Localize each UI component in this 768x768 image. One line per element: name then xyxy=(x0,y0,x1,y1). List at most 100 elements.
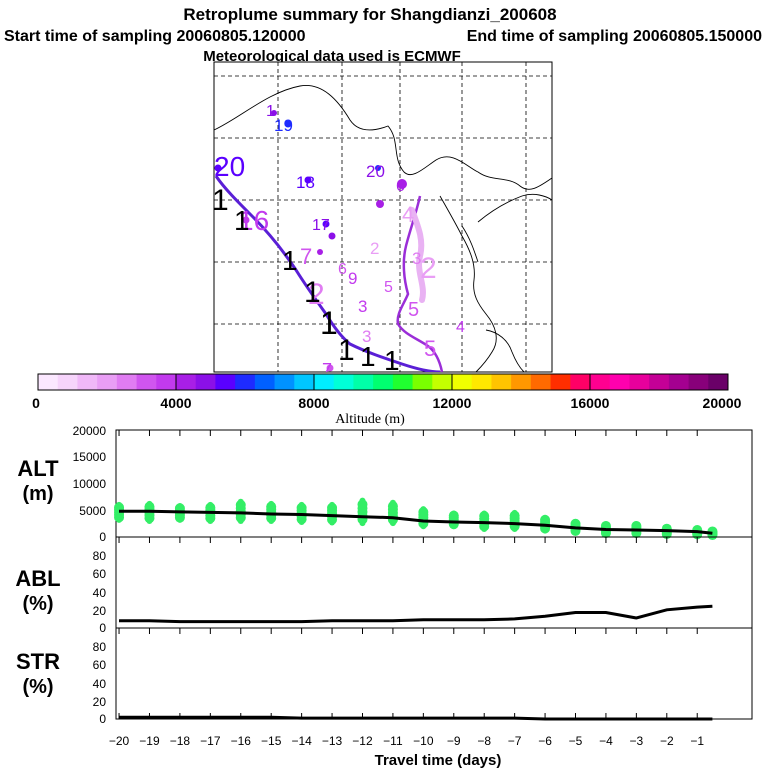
map-label: 2 xyxy=(308,278,325,311)
colorbar-cell xyxy=(156,374,177,390)
map-label: 20 xyxy=(214,151,245,182)
map-glyph-clusters: 1 1 1 1 1 1 1 1 xyxy=(214,184,400,372)
abl-line xyxy=(119,604,713,624)
alt-ytick: 0 xyxy=(99,530,106,544)
colorbar-cell xyxy=(392,374,413,390)
map-label: 5 xyxy=(424,336,436,361)
alt-point xyxy=(146,500,153,507)
map-label: 7 xyxy=(322,360,332,380)
abl-ytick: 20 xyxy=(93,604,107,618)
map-frame xyxy=(213,61,553,373)
map-label: 2 xyxy=(420,252,437,285)
map-panel: 1 19 20 18 20 6 17 16 7 4 2 3 6 9 5 3 5 … xyxy=(213,61,553,380)
colorbar-cell xyxy=(688,374,709,390)
alt-median-line xyxy=(119,509,713,535)
alt-point xyxy=(116,501,123,508)
str-frame xyxy=(115,627,753,720)
alt-point xyxy=(663,524,670,531)
alt-ytick: 5000 xyxy=(79,504,106,518)
map-label: 3 xyxy=(362,327,371,346)
map-glyph: 1 xyxy=(234,205,250,236)
colorbar-cells xyxy=(38,374,729,390)
secondary-track xyxy=(396,195,444,372)
met-data: Meteorological data used is ECMWF xyxy=(203,48,461,65)
colorbar-cell xyxy=(708,374,729,390)
colorbar-cell xyxy=(116,374,137,390)
str-ytick: 80 xyxy=(93,640,107,654)
map-glyph: 1 xyxy=(282,245,298,276)
map-glyph: 1 xyxy=(320,305,338,341)
colorbar-cell xyxy=(333,374,354,390)
map-trajectory-numbers: 1 19 20 18 20 6 17 16 7 4 2 3 6 9 5 3 5 … xyxy=(214,103,465,380)
map-label: 6 xyxy=(396,178,405,195)
figure-title: Retroplume summary for Shangdianzi_20060… xyxy=(183,5,556,24)
alt-point xyxy=(237,498,244,505)
alt-point xyxy=(298,501,305,508)
str-ytick: 0 xyxy=(99,712,106,726)
map-coastlines xyxy=(214,85,552,372)
map-gridlines xyxy=(214,62,552,372)
abl-panel: ABL (%) 80 60 40 20 0 xyxy=(15,536,753,635)
colorbar-cell xyxy=(97,374,118,390)
alt-panel: ALT (m) 20000 15000 10000 5000 0 xyxy=(17,424,753,544)
colorbar-cell xyxy=(511,374,532,390)
map-label: 9 xyxy=(348,269,357,288)
x-tick-label: −3 xyxy=(630,734,644,748)
map-glyph: 1 xyxy=(338,334,355,367)
colorbar-cell xyxy=(668,374,689,390)
abl-ytick: 0 xyxy=(99,621,106,635)
alt-point xyxy=(329,501,336,508)
map-label: 1 xyxy=(266,103,275,120)
colorbar-cell xyxy=(530,374,551,390)
map-label: 17 xyxy=(312,217,330,234)
colorbar-cell xyxy=(609,374,630,390)
colorbar-cell xyxy=(471,374,492,390)
trajectory-line xyxy=(214,175,441,372)
map-label: 20 xyxy=(366,162,385,181)
colorbar-cell xyxy=(373,374,394,390)
alt-ytick: 15000 xyxy=(73,450,107,464)
colorbar-tick: 0 xyxy=(32,395,40,411)
alt-point xyxy=(602,521,609,528)
abl-ytick: 60 xyxy=(93,567,107,581)
colorbar-cell xyxy=(590,374,611,390)
str-ylabel-top: STR xyxy=(16,649,60,674)
plume-spread xyxy=(409,207,426,303)
x-tick-label: −5 xyxy=(569,734,583,748)
alt-point xyxy=(481,510,488,517)
colorbar: 0 4000 8000 12000 16000 20000 Altitude (… xyxy=(32,373,742,427)
colorbar-cell xyxy=(353,374,374,390)
x-tick-label: −2 xyxy=(660,734,674,748)
alt-point xyxy=(542,514,549,521)
map-label: 4 xyxy=(456,319,465,336)
alt-ytick: 20000 xyxy=(73,424,107,438)
map-label: 6 xyxy=(338,261,347,278)
map-label: 19 xyxy=(274,116,293,135)
x-tick-label: −1 xyxy=(690,734,704,748)
x-tick-label: −7 xyxy=(508,734,522,748)
str-ytick: 20 xyxy=(93,695,107,709)
colorbar-cell xyxy=(294,374,315,390)
colorbar-cell xyxy=(176,374,197,390)
x-tick-label: −19 xyxy=(139,734,160,748)
x-tick-label: −11 xyxy=(383,734,403,748)
colorbar-cell xyxy=(215,374,236,390)
x-tick-label: −14 xyxy=(291,734,312,748)
alt-point xyxy=(207,501,214,508)
abl-ytick: 80 xyxy=(93,549,107,563)
alt-point xyxy=(389,499,396,506)
x-axis: −20 −19 −18 −17 −16 −15 −14 −13 −12 −11 −10 −9 −8 −7 −… xyxy=(109,430,704,748)
colorbar-tick: 20000 xyxy=(703,395,742,411)
x-tick-label: −13 xyxy=(322,734,343,748)
alt-point xyxy=(633,521,640,528)
alt-ylabel-unit: (m) xyxy=(22,483,53,505)
colorbar-tick: 16000 xyxy=(571,395,610,411)
abl-ytick: 40 xyxy=(93,586,107,600)
x-tick-label: −4 xyxy=(599,734,613,748)
map-label: 3 xyxy=(412,249,421,268)
colorbar-cell xyxy=(649,374,670,390)
alt-point xyxy=(511,509,518,516)
alt-point xyxy=(176,502,183,509)
x-tick-label: −8 xyxy=(477,734,491,748)
